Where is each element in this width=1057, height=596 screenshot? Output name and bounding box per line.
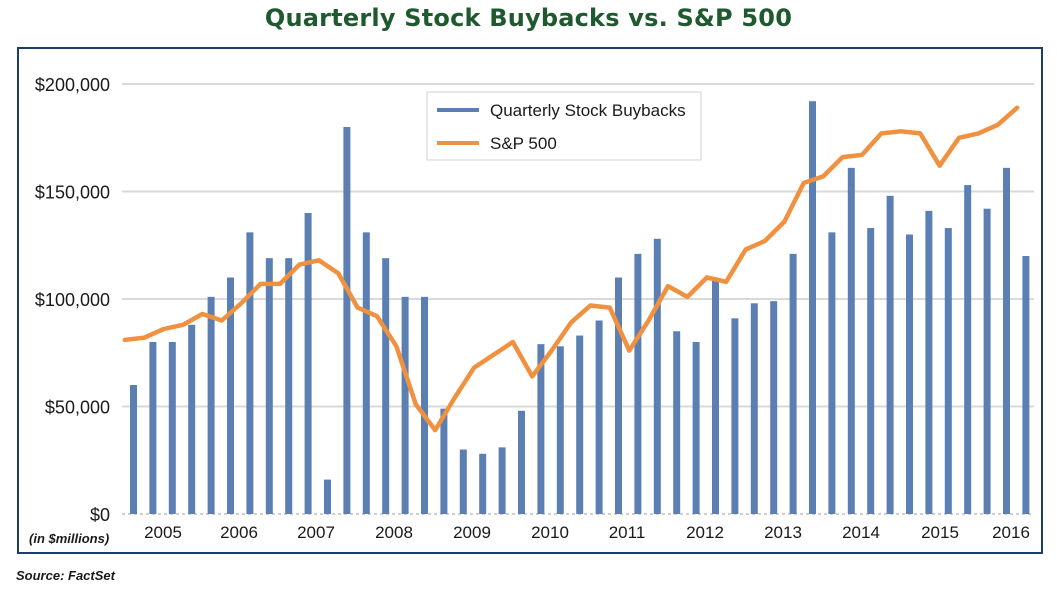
- x-tick-label: 2016: [992, 523, 1030, 542]
- bar-buybacks: [362, 232, 370, 514]
- bar-buybacks: [207, 296, 215, 514]
- chart-frame: [17, 47, 1043, 554]
- bar-buybacks: [692, 342, 700, 514]
- y-tick-label: $50,000: [45, 398, 110, 418]
- bar-buybacks: [847, 167, 855, 514]
- x-tick-label: 2012: [686, 523, 724, 542]
- bar-buybacks: [498, 447, 506, 514]
- bar-buybacks: [421, 296, 428, 514]
- bar-buybacks: [518, 410, 525, 514]
- bar-buybacks: [440, 408, 448, 514]
- bar-buybacks: [789, 253, 797, 514]
- x-tick-label: 2006: [220, 523, 258, 542]
- x-tick-label: 2013: [764, 523, 802, 542]
- bar-buybacks: [1022, 256, 1030, 514]
- bar-buybacks: [401, 296, 409, 514]
- bar-buybacks: [925, 210, 933, 514]
- bar-buybacks: [459, 449, 467, 514]
- source-note: Source: FactSet: [16, 568, 115, 583]
- bar-buybacks: [731, 318, 739, 514]
- bar-buybacks: [944, 228, 952, 515]
- bar-buybacks: [537, 344, 545, 514]
- legend-label-sp500: S&P 500: [490, 134, 557, 153]
- bar-buybacks: [712, 279, 719, 514]
- bar-buybacks: [246, 232, 254, 514]
- bar-buybacks: [130, 385, 137, 514]
- bar-buybacks: [770, 301, 778, 514]
- x-tick-label: 2009: [453, 523, 491, 542]
- y-tick-label: $100,000: [35, 290, 110, 310]
- bar-buybacks: [304, 213, 312, 514]
- bar-buybacks: [227, 277, 234, 514]
- bar-buybacks: [828, 232, 836, 514]
- chart-title: Quarterly Stock Buybacks vs. S&P 500: [264, 4, 793, 32]
- y-tick-label: $150,000: [35, 183, 110, 203]
- bar-buybacks: [906, 234, 913, 514]
- bar-buybacks: [615, 277, 622, 514]
- y-tick-label: $0: [90, 505, 110, 525]
- line-sp500: [122, 105, 1020, 433]
- bar-buybacks: [964, 185, 972, 515]
- bar-buybacks: [886, 195, 894, 515]
- x-tick-label: 2010: [531, 523, 569, 542]
- bar-buybacks: [750, 303, 758, 514]
- bar-buybacks: [595, 320, 603, 514]
- x-tick-label: 2015: [921, 523, 959, 542]
- bar-buybacks: [1003, 167, 1010, 514]
- bar-buybacks: [343, 127, 351, 514]
- bar-buybacks: [149, 342, 157, 514]
- bar-buybacks: [265, 258, 273, 514]
- y-unit-label: (in $millions): [29, 531, 109, 546]
- bar-buybacks: [673, 331, 681, 514]
- x-tick-label: 2011: [609, 523, 646, 542]
- bar-buybacks: [983, 208, 991, 514]
- bar-buybacks: [867, 228, 875, 515]
- bar-buybacks: [285, 258, 293, 514]
- legend-box: [426, 91, 702, 161]
- bar-buybacks: [653, 238, 661, 515]
- bar-buybacks: [556, 346, 564, 514]
- legend-label-buybacks: Quarterly Stock Buybacks: [490, 101, 686, 120]
- x-tick-label: 2007: [297, 523, 335, 542]
- y-tick-label: $200,000: [35, 75, 110, 95]
- x-tick-label: 2014: [842, 523, 880, 542]
- bar-buybacks: [188, 324, 196, 514]
- bar-buybacks: [382, 258, 390, 514]
- bar-buybacks: [168, 342, 176, 514]
- bar-buybacks: [809, 101, 816, 514]
- bar-buybacks: [479, 453, 487, 514]
- bar-buybacks: [634, 253, 642, 514]
- bar-buybacks: [576, 335, 584, 514]
- x-tick-label: 2008: [375, 523, 413, 542]
- x-tick-label: 2005: [144, 523, 182, 542]
- bar-buybacks: [324, 479, 331, 514]
